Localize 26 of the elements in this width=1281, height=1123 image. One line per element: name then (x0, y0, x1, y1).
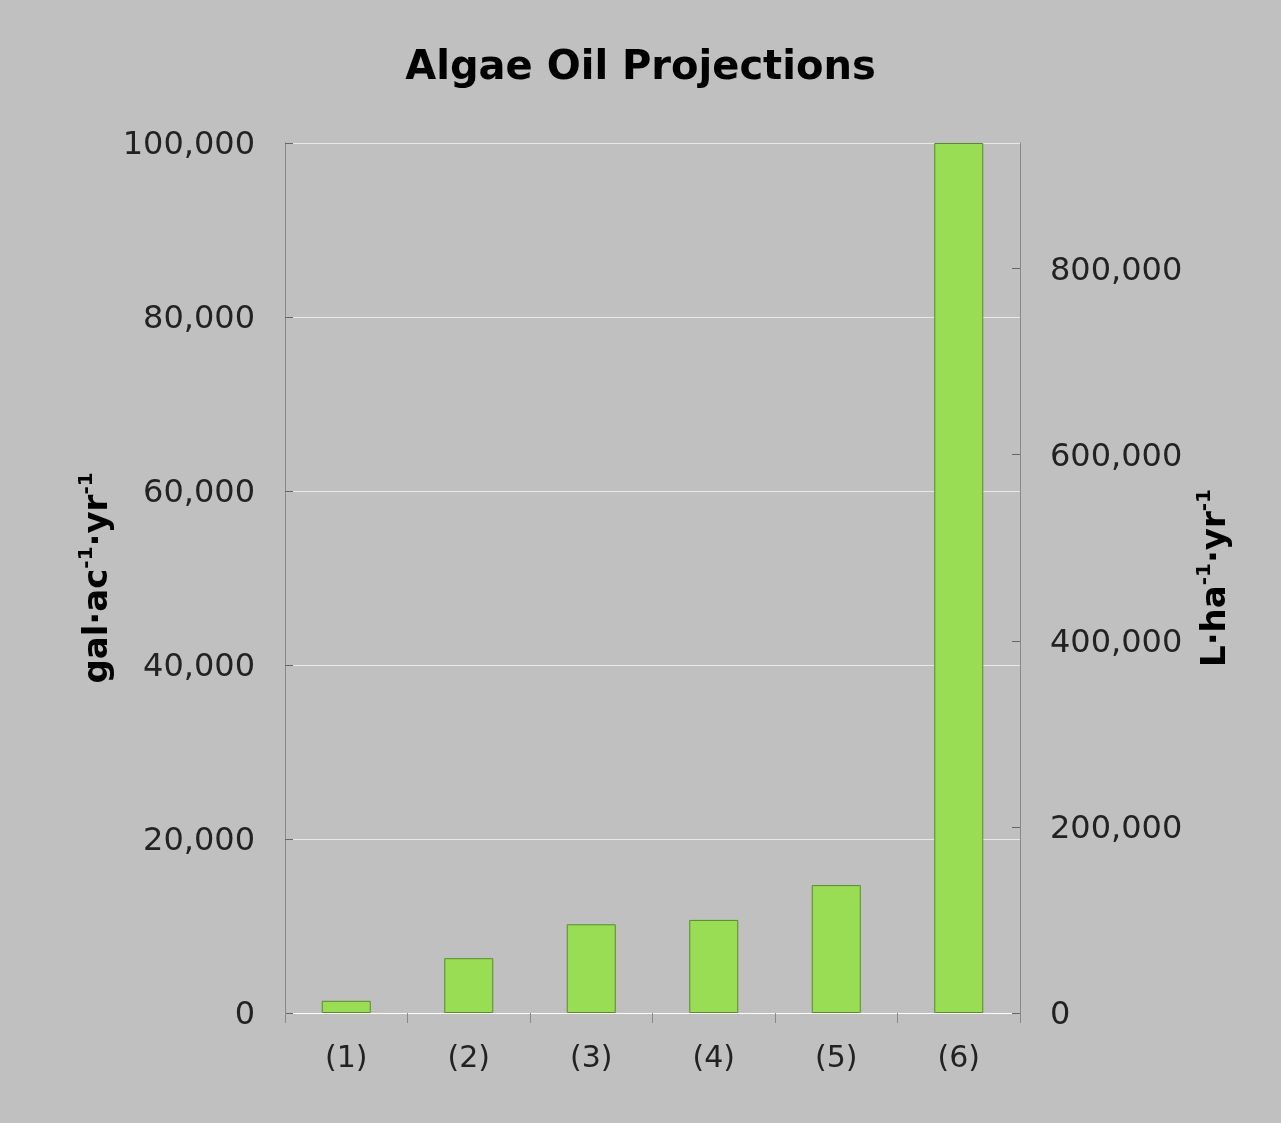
bar (689, 919, 739, 1013)
x-tick-label: (2) (447, 1038, 490, 1074)
x-tick-label: (5) (815, 1038, 858, 1074)
y-tick-label: 20,000 (143, 820, 255, 858)
y-tick-label: 40,000 (143, 646, 255, 684)
y2-tick-label: 600,000 (1050, 435, 1183, 474)
bar (811, 885, 861, 1013)
bar (934, 143, 984, 1013)
y-tick-label: 100,000 (122, 124, 255, 162)
y2-tick-label: 400,000 (1050, 621, 1183, 660)
x-tick-label: (6) (937, 1038, 980, 1074)
bar (321, 1000, 371, 1013)
x-tick-label: (3) (570, 1038, 613, 1074)
y-tick-label: 60,000 (143, 472, 255, 510)
y-tick-label: 80,000 (143, 298, 255, 336)
bar (444, 958, 494, 1013)
y-axis-title: gal·ac-1·yr-1 (72, 472, 115, 684)
y2-axis-title: L·ha-1·yr-1 (1191, 488, 1234, 668)
y2-tick-label: 200,000 (1050, 807, 1183, 846)
x-tick-label: (4) (692, 1038, 735, 1074)
y2-tick-label: 0 (1050, 994, 1071, 1032)
chart-title: Algae Oil Projections (405, 42, 876, 88)
bar (566, 924, 616, 1013)
y2-tick-label: 800,000 (1050, 249, 1183, 288)
x-tick-label: (1) (325, 1038, 368, 1074)
y-tick-label: 0 (234, 994, 255, 1032)
